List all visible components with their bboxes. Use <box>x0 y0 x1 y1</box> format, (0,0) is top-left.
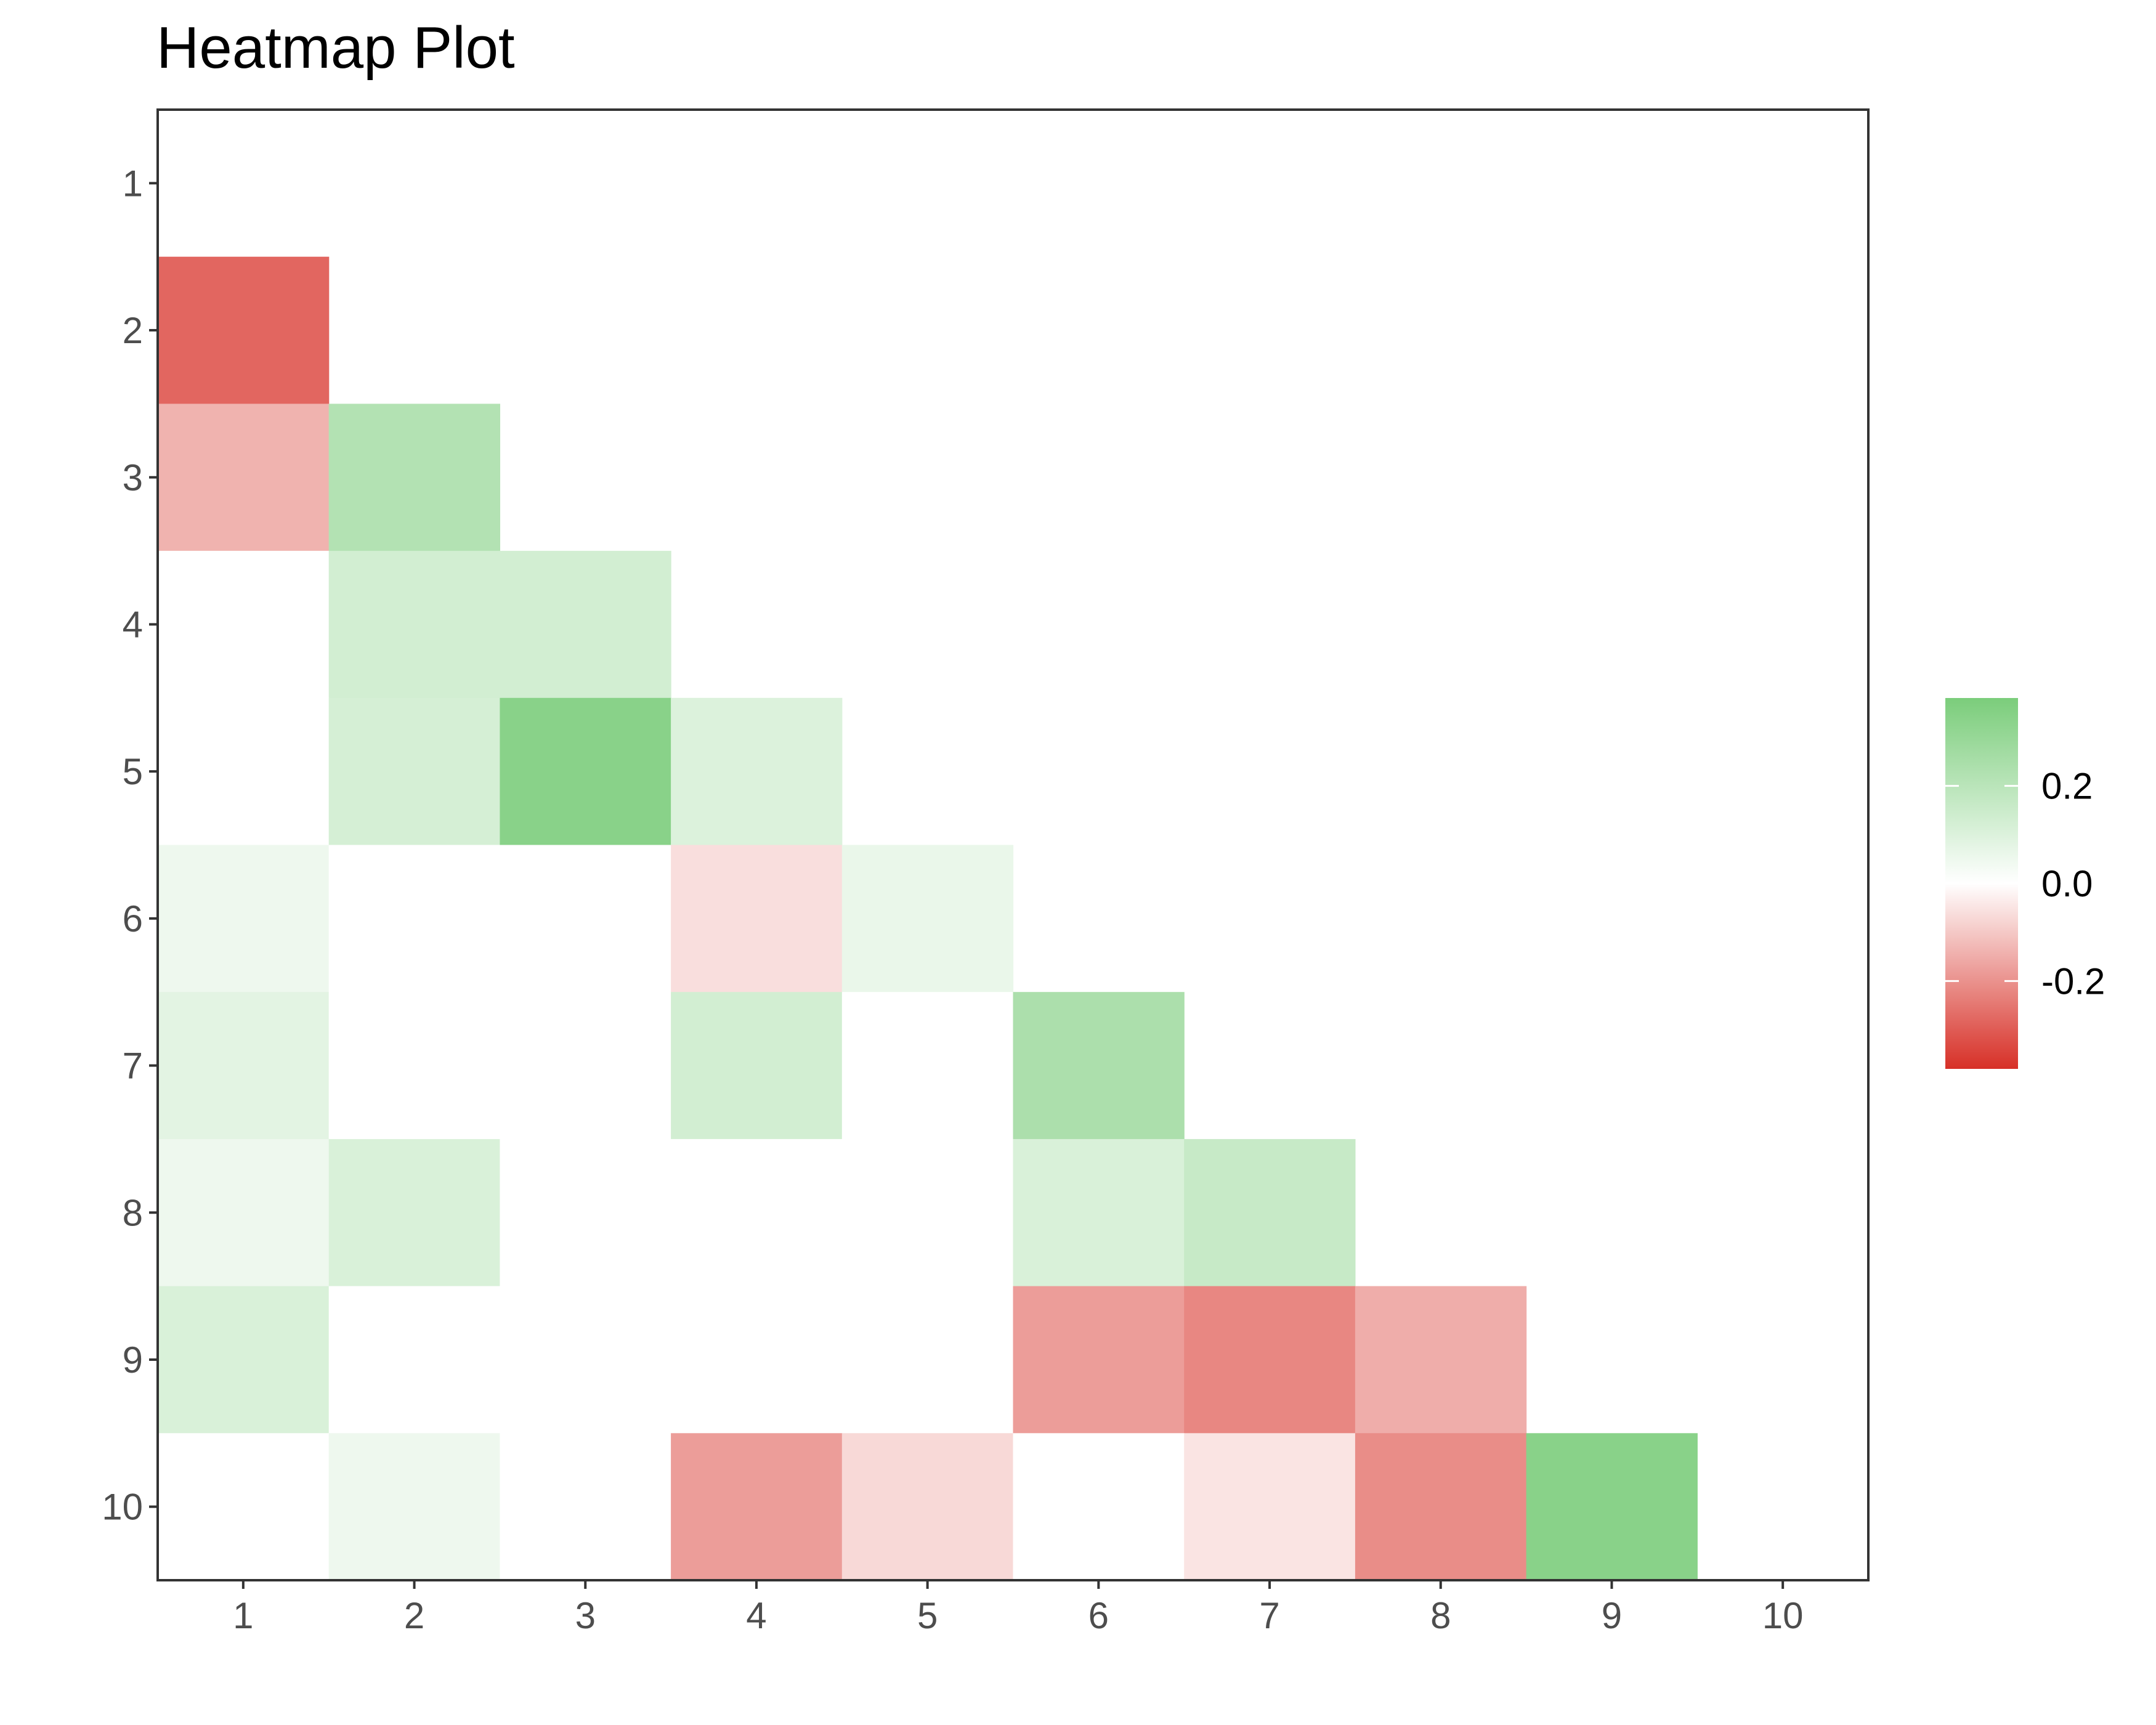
y-axis: 1 2 3 4 5 6 7 8 9 10 <box>102 163 158 1528</box>
heatmap-cell <box>500 697 671 846</box>
heatmap-cell <box>158 1138 330 1287</box>
heatmap-cell <box>1355 1286 1527 1434</box>
heatmap-cell <box>1184 1286 1356 1434</box>
heatmap-cell <box>328 1433 500 1581</box>
heatmap-cell <box>841 845 1014 992</box>
y-tick-label: 10 <box>102 1487 143 1528</box>
heatmap-cell <box>328 845 500 992</box>
x-axis: 1 2 3 4 5 6 7 8 9 10 <box>233 1580 1804 1636</box>
heatmap-cells <box>158 256 1698 1581</box>
heatmap-cell <box>328 1138 500 1287</box>
legend-tick-label: -0.2 <box>2041 960 2105 1002</box>
heatmap-cell <box>841 1286 1014 1434</box>
heatmap-cell <box>158 256 330 404</box>
heatmap-cell <box>1355 1433 1527 1581</box>
heatmap-cell <box>328 697 500 846</box>
heatmap-cell <box>328 551 500 699</box>
legend-tick-label: 0.2 <box>2041 766 2093 807</box>
heatmap-cell <box>500 551 671 699</box>
heatmap-cell <box>500 992 671 1140</box>
x-tick-label: 8 <box>1430 1595 1451 1636</box>
heatmap-cell <box>328 1286 500 1434</box>
heatmap-cell <box>1013 1433 1185 1581</box>
x-tick-label: 3 <box>575 1595 596 1636</box>
heatmap-cell <box>671 1433 843 1581</box>
heatmap-cell <box>500 845 671 992</box>
x-tick-label: 6 <box>1088 1595 1109 1636</box>
heatmap-cell <box>500 1138 671 1287</box>
y-tick-label: 7 <box>123 1045 143 1087</box>
heatmap-cell <box>1013 1286 1185 1434</box>
heatmap-cell <box>158 1433 330 1581</box>
heatmap-cell <box>1184 1433 1356 1581</box>
heatmap-cell <box>158 992 330 1140</box>
x-tick-label: 1 <box>233 1595 253 1636</box>
y-tick-label: 8 <box>123 1192 143 1233</box>
heatmap-cell <box>1526 1433 1698 1581</box>
heatmap-cell <box>158 551 330 699</box>
y-tick-label: 6 <box>123 898 143 940</box>
x-tick-label: 9 <box>1602 1595 1622 1636</box>
heatmap-cell <box>158 845 330 992</box>
y-tick-label: 1 <box>123 163 143 204</box>
legend-tick-label: 0.0 <box>2041 863 2093 904</box>
heatmap-cell <box>500 1286 671 1434</box>
color-legend: 0.2 0.0 -0.2 <box>1945 698 2105 1069</box>
x-tick-label: 7 <box>1259 1595 1279 1636</box>
heatmap-cell <box>328 404 500 551</box>
x-tick-label: 4 <box>746 1595 766 1636</box>
y-tick-label: 2 <box>123 310 143 351</box>
x-tick-label: 10 <box>1762 1595 1804 1636</box>
heatmap-cell <box>841 1138 1014 1287</box>
y-tick-label: 4 <box>123 604 143 645</box>
heatmap-cell <box>328 992 500 1140</box>
heatmap-cell <box>158 1286 330 1434</box>
heatmap-cell <box>841 992 1014 1140</box>
heatmap-cell <box>1184 1138 1356 1287</box>
plot-border <box>156 108 1870 1581</box>
heatmap-cell <box>500 1433 671 1581</box>
y-tick-label: 3 <box>123 457 143 498</box>
heatmap-cell <box>158 697 330 846</box>
heatmap-cell <box>671 845 843 992</box>
heatmap-cell <box>1013 1138 1185 1287</box>
heatmap-cell <box>1013 992 1185 1140</box>
x-tick-label: 5 <box>917 1595 938 1636</box>
x-tick-label: 2 <box>404 1595 424 1636</box>
heatmap-cell <box>158 404 330 551</box>
heatmap-cell <box>671 1286 843 1434</box>
heatmap-cell <box>841 1433 1014 1581</box>
y-tick-label: 9 <box>123 1339 143 1381</box>
y-tick-label: 5 <box>123 751 143 792</box>
heatmap-cell <box>671 992 843 1140</box>
chart-title: Heatmap Plot <box>156 15 515 81</box>
heatmap-cell <box>671 697 843 846</box>
heatmap-cell <box>671 1138 843 1287</box>
